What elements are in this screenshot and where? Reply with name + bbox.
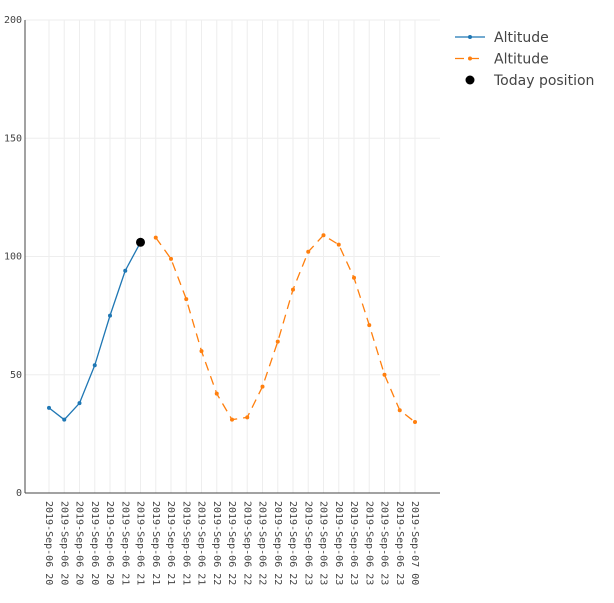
x-tick-label: 2019-Sep-06 21 xyxy=(165,501,176,585)
x-tick-label: 2019-Sep-07 00 xyxy=(409,501,420,585)
x-tick-label: 2019-Sep-06 21 xyxy=(196,501,207,585)
x-tick-label: 2019-Sep-06 23 xyxy=(363,501,374,585)
x-tick-label: 2019-Sep-06 23 xyxy=(348,501,359,585)
point xyxy=(367,323,372,328)
point xyxy=(352,275,356,280)
x-tick-label: 2019-Sep-06 20 xyxy=(58,501,69,585)
point xyxy=(260,384,265,389)
point xyxy=(77,401,82,406)
legend-label: Today position xyxy=(493,73,594,89)
x-tick-label: 2019-Sep-06 22 xyxy=(287,501,298,585)
legend-label: Altitude xyxy=(494,30,549,46)
point xyxy=(92,363,97,368)
line-series xyxy=(155,234,416,423)
x-tick-label: 2019-Sep-06 22 xyxy=(241,501,252,585)
y-tick-label: 200 xyxy=(4,15,22,26)
point xyxy=(199,349,204,354)
x-tick-label: 2019-Sep-06 20 xyxy=(43,501,54,585)
point xyxy=(214,391,219,396)
x-tick-label: 2019-Sep-06 21 xyxy=(119,501,130,585)
point xyxy=(382,372,387,377)
x-tick-label: 2019-Sep-06 22 xyxy=(211,501,222,585)
x-tick-label: 2019-Sep-06 23 xyxy=(379,501,390,585)
y-tick-label: 100 xyxy=(4,252,22,263)
today-marker xyxy=(136,237,145,247)
legend-marker xyxy=(468,56,472,61)
point xyxy=(230,417,234,422)
x-tick-label: 2019-Sep-06 20 xyxy=(74,501,85,585)
point xyxy=(47,405,51,410)
point xyxy=(245,415,250,420)
point xyxy=(321,233,326,238)
point xyxy=(336,242,341,247)
x-tick-label: 2019-Sep-06 20 xyxy=(89,501,100,585)
point xyxy=(153,235,158,240)
x-tick-label: 2019-Sep-06 21 xyxy=(135,501,146,585)
y-tick-label: 0 xyxy=(16,488,22,499)
x-tick-label: 2019-Sep-06 21 xyxy=(180,501,191,585)
legend-label: Altitude xyxy=(494,52,549,68)
point xyxy=(169,256,173,261)
x-tick-label: 2019-Sep-06 23 xyxy=(394,501,405,585)
x-tick-label: 2019-Sep-06 23 xyxy=(333,501,344,585)
point xyxy=(291,287,295,292)
legend-marker xyxy=(468,35,472,39)
point xyxy=(123,268,128,273)
x-tick-label: 2019-Sep-06 23 xyxy=(302,501,313,585)
point xyxy=(184,297,189,302)
y-tick-label: 150 xyxy=(4,133,22,144)
point xyxy=(62,417,67,422)
x-tick-label: 2019-Sep-06 20 xyxy=(104,501,115,585)
x-tick-label: 2019-Sep-06 22 xyxy=(257,501,268,585)
legend-marker xyxy=(465,75,475,85)
point xyxy=(397,408,402,413)
x-tick-label: 2019-Sep-06 22 xyxy=(226,501,237,585)
point xyxy=(275,339,280,344)
point xyxy=(306,249,311,254)
x-tick-label: 2019-Sep-06 21 xyxy=(150,501,161,585)
point xyxy=(413,420,417,425)
point xyxy=(108,313,112,318)
x-tick-label: 2019-Sep-06 22 xyxy=(272,501,283,585)
x-tick-label: 2019-Sep-06 23 xyxy=(318,501,329,585)
y-tick-label: 50 xyxy=(10,370,22,381)
